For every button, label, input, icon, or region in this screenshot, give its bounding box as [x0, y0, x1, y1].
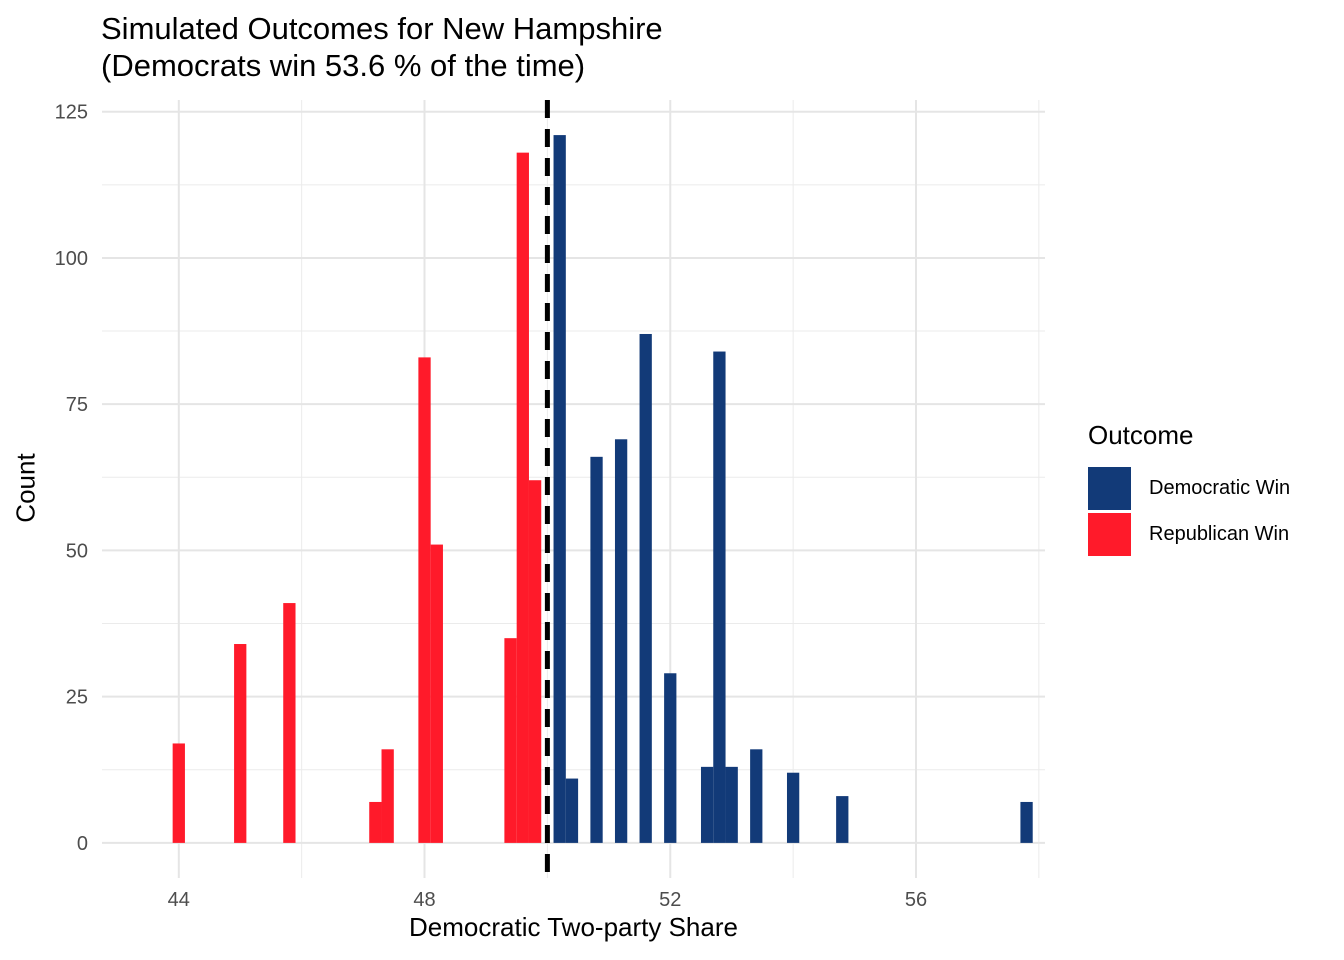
- legend-item-republican-win: Republican Win: [1088, 511, 1290, 557]
- bar-democratic-win: [725, 766, 738, 843]
- histogram-bars: [172, 135, 1033, 843]
- y-tick-label: 0: [77, 833, 88, 855]
- legend-label-democratic-win: Democratic Win: [1149, 476, 1291, 499]
- x-axis-title: Democratic Two-party Share: [409, 912, 738, 942]
- bar-republican-win: [172, 743, 185, 843]
- bar-democratic-win: [836, 796, 849, 843]
- bar-democratic-win: [664, 673, 677, 843]
- legend-item-democratic-win: Democratic Win: [1088, 465, 1290, 511]
- bar-republican-win: [516, 152, 529, 843]
- bar-republican-win: [283, 603, 296, 843]
- x-tick-label: 48: [413, 889, 435, 911]
- legend: Outcome Democratic Win Republican Win: [1088, 420, 1290, 557]
- x-tick-label: 52: [659, 889, 681, 911]
- minor-gridlines: [102, 100, 1045, 878]
- y-axis-title: Count: [10, 453, 41, 523]
- bar-democratic-win: [700, 766, 714, 843]
- legend-key-democratic-win: [1088, 466, 1131, 510]
- bar-democratic-win: [553, 135, 566, 843]
- bar-democratic-win: [565, 778, 579, 843]
- bar-republican-win: [528, 480, 542, 843]
- bar-democratic-win: [590, 456, 603, 843]
- y-axis-ticks: 0 25 50 75 100 125: [55, 102, 88, 855]
- legend-label-republican-win: Republican Win: [1149, 522, 1290, 545]
- bar-republican-win: [369, 801, 382, 843]
- bar-democratic-win: [614, 439, 628, 843]
- x-tick-label: 44: [168, 889, 190, 911]
- bar-democratic-win: [713, 351, 726, 843]
- bar-democratic-win: [750, 749, 763, 843]
- chart-title-line-1: Simulated Outcomes for New Hampshire: [101, 11, 663, 46]
- x-axis-ticks: 44 48 52 56: [168, 889, 927, 911]
- legend-key-republican-win: [1088, 512, 1131, 556]
- y-tick-label: 50: [66, 540, 88, 562]
- bar-republican-win: [381, 749, 394, 843]
- chart-title: Simulated Outcomes for New Hampshire (De…: [101, 10, 663, 84]
- y-tick-label: 25: [66, 687, 88, 709]
- bar-republican-win: [430, 544, 443, 843]
- bar-democratic-win: [639, 333, 652, 843]
- bar-democratic-win: [786, 772, 800, 843]
- y-tick-label: 100: [55, 248, 88, 270]
- bar-republican-win: [234, 644, 247, 843]
- chart-title-line-2: (Democrats win 53.6 % of the time): [101, 48, 586, 83]
- y-tick-label: 125: [55, 102, 88, 124]
- x-tick-label: 56: [905, 889, 927, 911]
- bar-republican-win: [504, 638, 517, 843]
- legend-title: Outcome: [1088, 420, 1194, 450]
- bar-republican-win: [418, 357, 431, 843]
- bar-democratic-win: [1020, 801, 1033, 843]
- y-tick-label: 75: [66, 394, 88, 416]
